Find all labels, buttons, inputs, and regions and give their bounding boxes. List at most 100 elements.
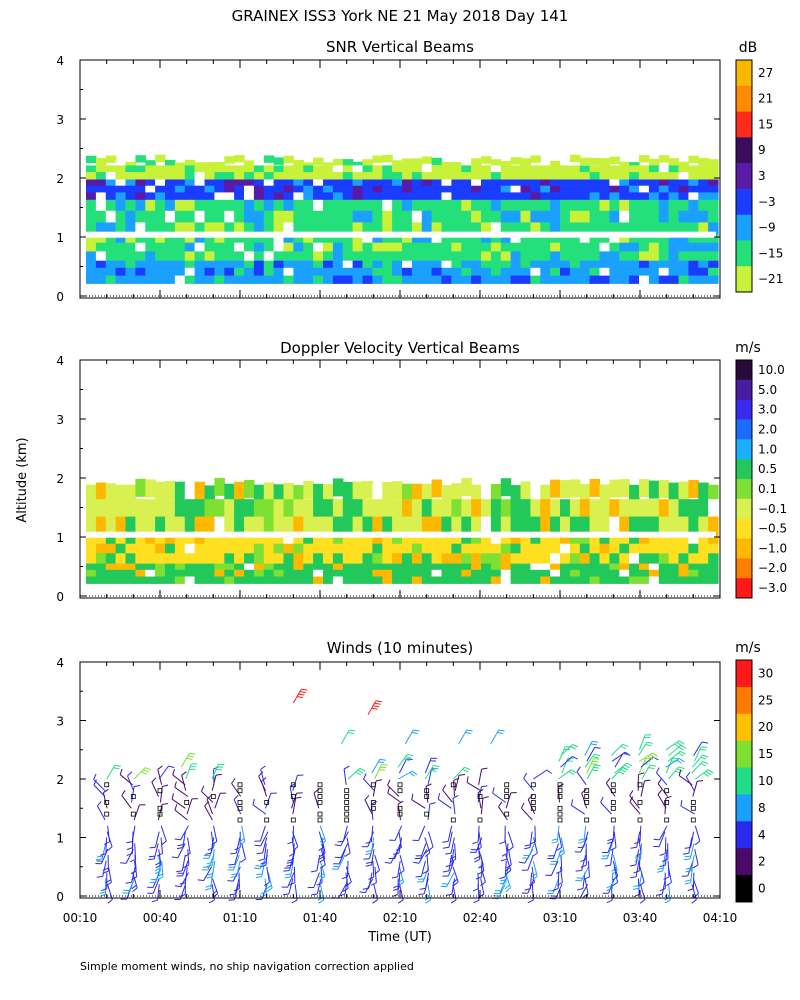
heat-cell <box>95 210 107 223</box>
y-tick-label: 2 <box>56 773 64 787</box>
heat-cell <box>668 260 680 269</box>
heat-cell <box>105 172 117 180</box>
heat-cell <box>668 222 680 235</box>
heat-cell <box>135 251 146 261</box>
colorbar-label: −2.0 <box>758 561 787 575</box>
wind-barb <box>368 872 373 889</box>
heat-cell <box>560 242 571 252</box>
doppler-colorbar: m/s10.05.03.02.01.00.50.1−0.1−0.5−1.0−2.… <box>735 340 787 599</box>
heat-cell <box>145 234 156 244</box>
heat-cell <box>599 234 610 244</box>
wind-barb-flag <box>151 777 157 783</box>
heat-cell <box>323 165 334 173</box>
heat-cell <box>323 222 334 235</box>
heat-cell <box>708 199 719 212</box>
heat-cell <box>135 267 146 277</box>
panel-snr-title: SNR Vertical Beams <box>326 38 474 56</box>
heat-cell <box>263 534 275 545</box>
heat-cell <box>668 178 680 187</box>
heat-cell <box>678 543 689 554</box>
wind-barb-flag <box>634 841 641 845</box>
wind-barb <box>453 780 455 797</box>
wind-barb-flag <box>632 887 639 890</box>
wind-barb-flag <box>594 764 601 767</box>
heat-cell <box>352 172 364 180</box>
heat-cell <box>115 484 127 503</box>
heat-cell <box>372 267 383 277</box>
heat-cell <box>293 185 304 194</box>
heat-cell <box>352 569 364 578</box>
heat-cell <box>431 157 443 166</box>
heat-cell <box>609 563 620 571</box>
heat-cell <box>688 165 699 173</box>
heat-cell <box>224 483 235 502</box>
wind-barb-flag <box>624 751 631 757</box>
heat-cell <box>332 563 344 571</box>
wind-barb-flag <box>359 891 366 894</box>
heat-cell <box>313 157 324 165</box>
heat-cell <box>283 155 294 164</box>
wind-barb <box>184 866 188 883</box>
wind-barb-flag <box>284 867 291 869</box>
heat-cell <box>105 178 117 187</box>
heat-cell <box>411 222 423 235</box>
calm-marker <box>317 800 323 805</box>
heat-cell <box>214 251 225 261</box>
heat-cell <box>629 192 640 200</box>
heat-cell <box>105 185 117 194</box>
heat-cell <box>204 543 215 554</box>
heat-cell <box>609 185 620 194</box>
calm-marker <box>424 788 430 794</box>
heat-cell <box>214 516 225 535</box>
heat-cell <box>115 499 127 518</box>
heat-cell <box>253 569 265 578</box>
heat-cell <box>372 192 383 200</box>
heat-cell <box>688 553 699 564</box>
heat-cell <box>165 563 176 571</box>
heat-cell <box>471 234 482 244</box>
wind-barb-flag <box>442 784 447 791</box>
heat-cell <box>629 185 640 194</box>
wind-barb-flag <box>238 838 245 843</box>
wind-barb <box>346 837 351 854</box>
heat-cell <box>86 260 97 269</box>
heat-cell <box>352 185 364 194</box>
calm-marker <box>557 788 563 794</box>
wind-barb <box>107 825 111 842</box>
heat-cell <box>214 192 225 200</box>
heat-cell <box>530 543 541 554</box>
heat-cell <box>411 563 423 571</box>
colorbar-unit: m/s <box>735 340 761 356</box>
heat-cell <box>293 192 304 200</box>
wind-barb-flag <box>97 801 102 807</box>
wind-barb-flag <box>612 881 618 887</box>
heat-cell <box>688 499 699 518</box>
heat-cell <box>500 222 512 235</box>
heat-cell <box>411 576 423 584</box>
heat-cell <box>688 543 699 554</box>
heat-cell <box>165 267 176 277</box>
wind-barb-flag <box>606 885 613 889</box>
heat-cell <box>579 234 591 244</box>
heat-cell <box>332 576 344 584</box>
heat-cell <box>86 172 97 180</box>
heat-cell <box>569 499 581 518</box>
wind-barb-flag <box>523 772 528 779</box>
heat-cell <box>530 155 541 163</box>
heat-cell <box>579 178 591 187</box>
heat-cell <box>332 569 344 578</box>
wind-barb <box>691 884 697 900</box>
wind-barb-flag <box>524 847 531 850</box>
wind-barb-flag <box>205 885 212 888</box>
heat-cell <box>668 267 680 277</box>
wind-barb-flag <box>371 800 378 805</box>
heat-cell <box>283 172 294 180</box>
heat-cell <box>214 569 225 578</box>
wind-barb-flag <box>663 876 670 880</box>
calm-marker <box>397 782 403 788</box>
heat-cell <box>273 185 285 194</box>
heat-cell <box>471 569 482 578</box>
wind-barb-flag <box>687 888 694 892</box>
heat-cell <box>323 260 334 269</box>
wind-barb-flag <box>449 855 456 860</box>
